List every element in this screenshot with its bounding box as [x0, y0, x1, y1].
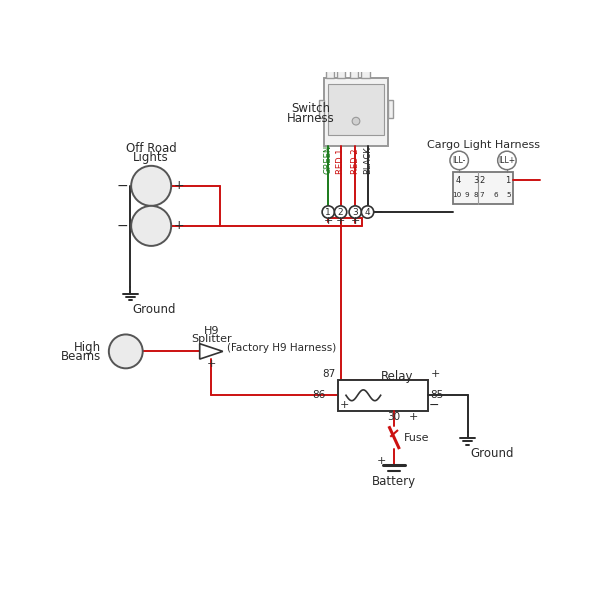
Text: +: +: [340, 400, 349, 410]
Text: +: +: [351, 216, 360, 226]
Circle shape: [450, 151, 468, 170]
Text: H9: H9: [203, 326, 219, 337]
Bar: [327, 84, 384, 135]
Bar: [326, 55, 334, 78]
Bar: [338, 380, 428, 411]
Text: 10: 10: [452, 192, 461, 198]
Text: −: −: [116, 179, 128, 193]
Text: +: +: [324, 216, 333, 226]
Text: 85: 85: [431, 391, 444, 400]
Bar: [387, 99, 393, 118]
Circle shape: [334, 206, 347, 218]
Text: +: +: [377, 456, 386, 466]
Text: +: +: [207, 359, 216, 369]
Text: Harness: Harness: [286, 111, 334, 125]
Text: Lights: Lights: [133, 151, 169, 164]
Text: 87: 87: [323, 370, 336, 380]
Text: Ground: Ground: [132, 302, 176, 316]
Text: +: +: [174, 219, 184, 232]
Text: RED 2: RED 2: [351, 149, 360, 174]
Text: 2: 2: [338, 207, 343, 216]
Text: 1: 1: [505, 176, 510, 185]
Text: High: High: [74, 341, 101, 354]
Text: 4: 4: [365, 207, 370, 216]
Text: −: −: [116, 219, 128, 233]
Circle shape: [362, 206, 374, 218]
Text: Cargo Light Harness: Cargo Light Harness: [427, 140, 540, 150]
Text: 2: 2: [479, 176, 485, 185]
Text: 3: 3: [473, 176, 479, 185]
Circle shape: [349, 206, 362, 218]
Text: GREEN: GREEN: [324, 145, 333, 174]
Text: ILL+: ILL+: [498, 156, 515, 165]
Text: (Factory H9 Harness): (Factory H9 Harness): [226, 343, 336, 353]
Circle shape: [498, 151, 516, 170]
Text: Battery: Battery: [372, 475, 416, 488]
Text: −: −: [429, 399, 439, 412]
Text: 6: 6: [493, 192, 498, 198]
Bar: [319, 99, 324, 118]
Bar: [350, 55, 358, 78]
Text: Splitter: Splitter: [191, 334, 231, 344]
Circle shape: [109, 334, 143, 368]
Bar: [337, 55, 345, 78]
Text: BLACK: BLACK: [363, 147, 372, 174]
Text: Fuse: Fuse: [403, 432, 429, 443]
Text: Off Road: Off Road: [126, 143, 176, 155]
Text: Switch: Switch: [291, 102, 330, 116]
Bar: [362, 55, 370, 78]
Text: RED 1: RED 1: [336, 149, 345, 174]
Text: 3: 3: [353, 207, 358, 216]
Text: +: +: [431, 370, 440, 380]
Text: +: +: [409, 412, 418, 422]
Circle shape: [352, 117, 360, 125]
Text: 9: 9: [464, 192, 469, 198]
Bar: [453, 172, 513, 204]
Text: +: +: [174, 179, 184, 192]
Text: 4: 4: [456, 176, 461, 185]
Text: Relay: Relay: [381, 370, 413, 383]
Circle shape: [322, 206, 334, 218]
Text: −: −: [373, 205, 384, 219]
Text: 1: 1: [326, 207, 331, 216]
Text: Beams: Beams: [61, 349, 101, 362]
Circle shape: [131, 166, 171, 206]
Text: 30: 30: [387, 412, 401, 422]
Text: 86: 86: [313, 391, 326, 400]
Text: 7: 7: [480, 192, 484, 198]
Bar: [324, 78, 387, 146]
Text: 8: 8: [474, 192, 478, 198]
Text: ILL-: ILL-: [452, 156, 466, 165]
Circle shape: [131, 206, 171, 246]
Text: 5: 5: [507, 192, 512, 198]
Polygon shape: [200, 344, 223, 359]
Text: +: +: [336, 216, 345, 226]
Text: Ground: Ground: [471, 447, 514, 460]
